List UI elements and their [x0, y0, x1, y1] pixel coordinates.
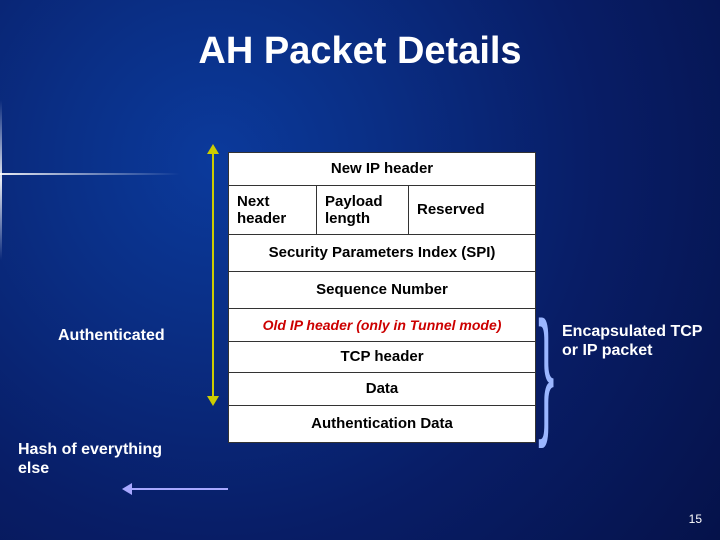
- cell-new-ip: New IP header: [229, 153, 535, 185]
- cell-next-header: Next header: [229, 186, 317, 234]
- row-auth-data: Authentication Data: [228, 405, 536, 443]
- brace-icon: }: [538, 290, 554, 452]
- cell-old-ip: Old IP header (only in Tunnel mode): [229, 309, 535, 341]
- arrow-hash-to-authdata: [130, 488, 228, 490]
- row-seq: Sequence Number: [228, 271, 536, 309]
- cell-seq: Sequence Number: [229, 272, 535, 308]
- cell-payload-length: Payload length: [317, 186, 409, 234]
- cell-spi: Security Parameters Index (SPI): [229, 235, 535, 271]
- row-data: Data: [228, 372, 536, 406]
- row-new-ip: New IP header: [228, 152, 536, 186]
- slide: AH Packet Details Authenticated Hash of …: [0, 0, 720, 540]
- cell-data: Data: [229, 373, 535, 405]
- row-old-ip: Old IP header (only in Tunnel mode): [228, 308, 536, 342]
- label-encapsulated: Encapsulated TCP or IP packet: [562, 322, 717, 360]
- cell-tcp: TCP header: [229, 342, 535, 372]
- label-authenticated: Authenticated: [58, 326, 165, 345]
- row-spi: Security Parameters Index (SPI): [228, 234, 536, 272]
- row-ah-fields: Next header Payload length Reserved: [228, 185, 536, 235]
- row-tcp: TCP header: [228, 341, 536, 373]
- page-number: 15: [689, 512, 702, 526]
- slide-title: AH Packet Details: [0, 30, 720, 73]
- packet-diagram: New IP header Next header Payload length…: [228, 152, 536, 443]
- cell-auth-data: Authentication Data: [229, 406, 535, 442]
- arrow-authenticated-span: [212, 152, 214, 398]
- label-hash: Hash of everything else: [18, 440, 193, 478]
- decoration-flare-h: [0, 173, 180, 175]
- cell-reserved: Reserved: [409, 186, 535, 234]
- decoration-flare-v: [0, 100, 2, 260]
